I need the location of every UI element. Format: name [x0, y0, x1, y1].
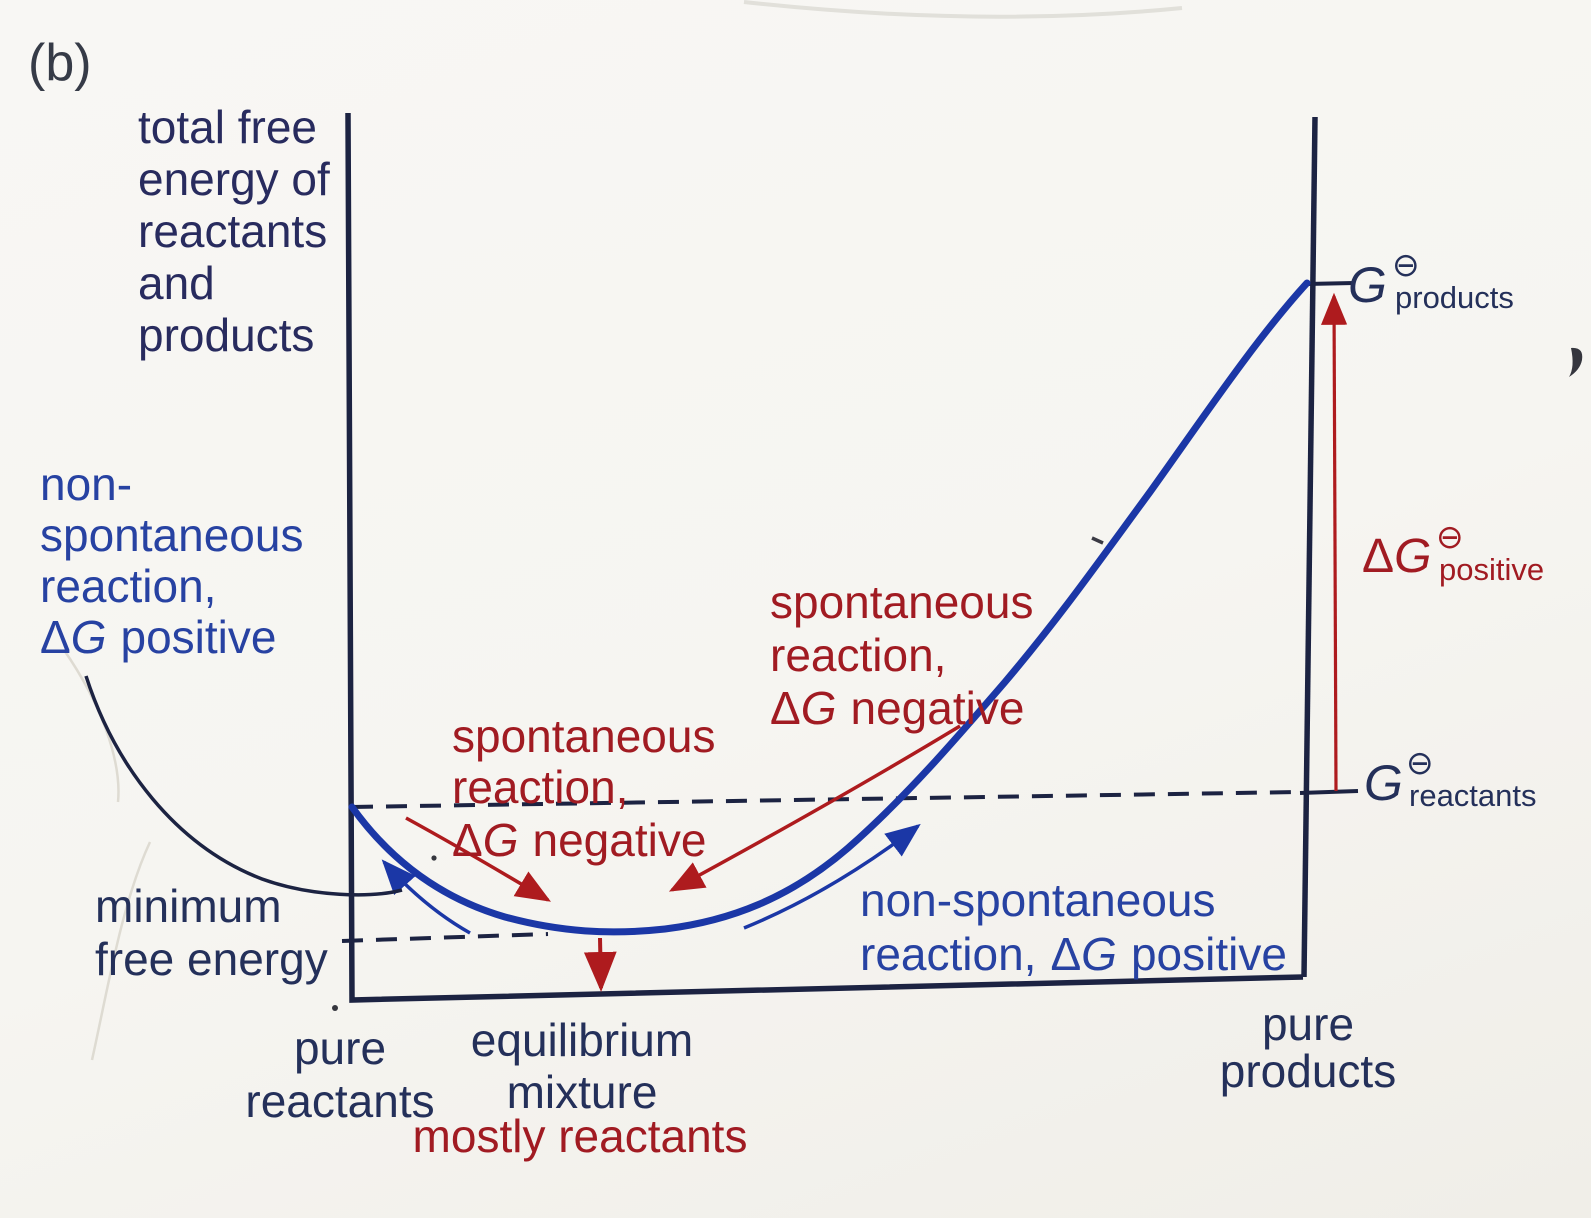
annotation-line: minimum — [95, 880, 282, 932]
sign-word: negative — [851, 682, 1025, 734]
ink-speck — [1569, 347, 1583, 377]
annotation-line: reaction, — [40, 560, 216, 612]
gibbs-symbol: G — [801, 682, 837, 734]
gibbs-symbol: G — [1348, 257, 1387, 313]
subscript-positive: positive — [1439, 552, 1544, 587]
subscript-reactants: reactants — [1409, 778, 1537, 813]
annotation-line: reaction, — [452, 761, 628, 813]
gibbs-symbol: G — [1394, 530, 1431, 583]
x-axis-label-line: equilibrium — [471, 1014, 693, 1066]
annotation-line: spontaneous — [452, 710, 715, 762]
minimum-energy-dashed-line — [341, 932, 549, 943]
ink-speck — [1091, 536, 1104, 545]
y-axis-title-line: reactants — [138, 205, 327, 257]
gibbs-symbol: G — [71, 611, 107, 663]
delta-symbol: Δ — [1050, 928, 1081, 980]
paper-crease — [90, 841, 152, 1061]
annotation-minimum-free-energy: minimum free energy — [95, 880, 328, 985]
paper-crease — [62, 649, 120, 803]
delta-g-positive-label: ΔG ⊖ positive — [1362, 518, 1544, 587]
standard-state-symbol: ⊖ — [1436, 518, 1464, 555]
annotation-line: reaction, — [770, 629, 946, 681]
gibbs-symbol: G — [483, 814, 519, 866]
equilibrium-position-arrow — [583, 937, 617, 992]
scan-edge-shadow — [743, 0, 1183, 19]
annotation-nonspontaneous-left: non- spontaneous reaction, ΔG positive — [40, 458, 303, 663]
standard-state-symbol: ⊖ — [1406, 744, 1434, 781]
y-axis-title-line: energy of — [138, 153, 330, 205]
annotation-spontaneous-right: spontaneous reaction, ΔG negative — [770, 576, 1033, 734]
delta-symbol: Δ — [40, 611, 71, 663]
y-axis-title-line: products — [138, 309, 314, 361]
x-axis-label-line: reactants — [245, 1075, 434, 1127]
gibbs-symbol: G — [1081, 928, 1117, 980]
left-and-bottom-axes — [345, 112, 1304, 1003]
g-reactants-tick — [1299, 789, 1359, 795]
annotation-line: non- — [40, 458, 132, 510]
x-axis-label-line: pure — [294, 1022, 386, 1074]
sign-word: negative — [533, 814, 707, 866]
annotation-line: non-spontaneous — [860, 874, 1216, 926]
figure-label: (b) — [28, 34, 92, 92]
ink-speck — [431, 855, 437, 861]
free-energy-curve — [348, 279, 1311, 936]
g-reactants-label: G⊖ reactants — [1364, 744, 1537, 813]
x-axis-label-line: mixture — [507, 1066, 658, 1118]
spontaneous-direction-arrow-left — [405, 816, 552, 902]
x-axis-label-line: pure — [1262, 998, 1354, 1050]
subscript-products: products — [1395, 280, 1514, 315]
nonspontaneous-callout-line — [84, 675, 403, 897]
annotation-formula: ΔG negative — [452, 814, 706, 866]
spontaneous-direction-arrow-right — [668, 724, 961, 892]
delta-g-positive-arrow — [1320, 292, 1348, 792]
sign-word: positive — [1131, 928, 1287, 980]
ink-speck — [332, 1005, 338, 1011]
annotation-line: spontaneous — [770, 576, 1033, 628]
annotation-line: spontaneous — [40, 509, 303, 561]
delta-symbol: Δ — [452, 814, 483, 866]
y-axis-title: total free energy of reactants and produ… — [138, 101, 330, 361]
annotation-line: free energy — [95, 933, 328, 985]
x-axis-label-line: products — [1220, 1045, 1396, 1097]
g-reactants-dashed-line — [351, 790, 1301, 809]
g-products-tick — [1305, 281, 1355, 286]
gibbs-symbol: G — [1364, 755, 1403, 811]
annotation-formula: ΔG positive — [40, 611, 276, 663]
delta-symbol: Δ — [770, 682, 801, 734]
y-axis-title-line: and — [138, 257, 215, 309]
annotation-formula: ΔG negative — [770, 682, 1024, 734]
right-axis — [1301, 116, 1318, 978]
sign-word: positive — [121, 611, 277, 663]
x-axis-note-mostly-reactants: mostly reactants — [413, 1110, 748, 1162]
x-axis-label-equilibrium-mixture: equilibrium mixture mostly reactants — [413, 1014, 748, 1162]
annotation-formula: reaction, ΔG positive — [860, 928, 1287, 980]
annotation-nonspontaneous-right: non-spontaneous reaction, ΔG positive — [860, 874, 1287, 980]
nonspontaneous-direction-arrow-left — [381, 859, 471, 935]
y-axis-title-line: total free — [138, 101, 317, 153]
x-axis-label-pure-products: pure products — [1220, 998, 1396, 1097]
standard-state-symbol: ⊖ — [1392, 246, 1420, 283]
annotation-spontaneous-left: spontaneous reaction, ΔG negative — [452, 710, 715, 866]
annotation-line: reaction, — [860, 928, 1036, 980]
delta-symbol: Δ — [1362, 530, 1394, 583]
g-products-label: G ⊖ products — [1348, 246, 1514, 315]
nonspontaneous-direction-arrow-right — [743, 823, 921, 930]
scan-artifacts — [62, 0, 1583, 1061]
x-axis-label-pure-reactants: pure reactants — [245, 1022, 434, 1127]
